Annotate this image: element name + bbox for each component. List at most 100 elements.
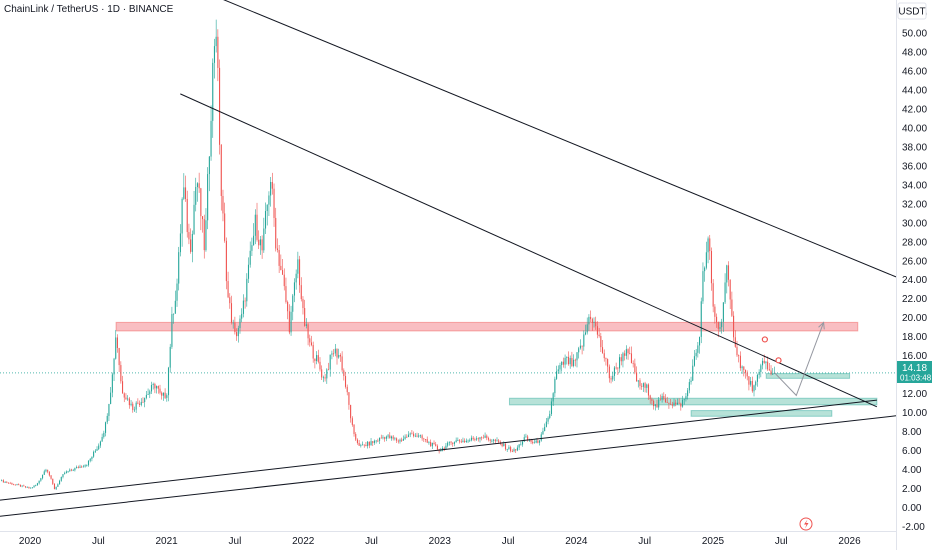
candle [103,430,105,439]
candle [203,214,205,259]
candle [596,321,598,339]
candle [557,365,559,374]
flash-icon[interactable] [799,517,813,531]
candle [532,439,534,445]
candle [494,438,496,444]
candle [370,438,372,446]
candle [67,470,69,473]
candle [288,304,290,335]
candle [353,424,355,437]
plot-area [0,0,897,517]
candle [74,467,76,472]
candle [506,448,508,453]
candle [527,434,529,442]
time-axis[interactable]: 2020 Jul 2021 Jul 2022 Jul 2023 Jul 2024 Jul 2025 J… [0,531,896,548]
inner-descending-resistance[interactable] [180,93,878,408]
candle [705,241,707,270]
candle [162,392,164,401]
candle [128,397,130,409]
candle [419,434,421,439]
candle [319,357,321,372]
current-price-value: 14.18 [902,363,927,374]
candle [504,442,507,451]
candle [663,392,665,401]
currency-button[interactable]: USDT [897,2,927,20]
candle [116,334,118,353]
candle [569,355,571,369]
candle [760,363,762,378]
candle [31,487,33,489]
candle [132,401,134,413]
candle [82,464,84,468]
candle [6,481,8,484]
candle [651,397,653,405]
candle [710,247,713,291]
candle [118,347,120,372]
candle [314,358,316,369]
candle [636,366,638,382]
candle [312,341,314,363]
candle [270,177,272,207]
resistance-zone[interactable] [115,321,859,332]
candle [409,432,411,438]
candle [317,349,319,364]
candle [493,438,495,444]
candle [321,365,323,380]
candle [431,442,433,450]
lower-ascending-support[interactable] [0,415,897,517]
chart-title: ChainLink / TetherUS · 1D · BINANCE [4,4,174,15]
candle [219,59,221,155]
candle [144,397,146,408]
candle [459,439,461,444]
candle [145,390,147,400]
candle [406,434,408,438]
candle [748,375,750,391]
candle [397,439,399,444]
candle [305,318,307,329]
candle [646,383,648,393]
candle [242,294,244,318]
candle [57,483,59,488]
top-marker-2[interactable] [775,357,782,364]
candle [462,437,464,443]
candle [26,486,28,488]
candle [368,441,370,449]
currency-label: USDT [898,7,925,18]
candle [668,402,670,409]
candle [423,437,425,442]
candle [86,464,88,467]
candle [334,344,336,357]
candle [717,321,719,338]
outer-descending-resistance[interactable] [183,0,897,278]
candle [70,468,73,472]
candle [396,437,398,444]
candle [460,439,462,444]
price-tick-label: 44.00 [902,86,927,97]
price-tick-label: 34.00 [902,180,927,191]
support-zone-middle[interactable] [508,397,878,406]
candle [79,464,81,469]
candle [77,465,79,469]
upper-ascending-support[interactable] [0,399,877,501]
time-tick-label: 2023 [429,536,452,547]
candle [452,442,454,447]
top-marker-1[interactable] [761,336,768,343]
candle [283,268,285,291]
candle [207,167,209,230]
candle [229,293,231,309]
candle [43,469,45,475]
candle [239,315,241,334]
candle [714,304,716,324]
candle [716,313,718,328]
candle [508,445,510,450]
candle [142,397,144,403]
candle [40,477,42,482]
price-tick-label: 38.00 [902,142,927,153]
projection-path[interactable] [774,322,825,397]
candle [84,464,86,468]
candle [35,484,37,487]
candle [595,316,597,330]
price-tick-label: 50.00 [902,29,927,40]
candle [50,474,52,480]
